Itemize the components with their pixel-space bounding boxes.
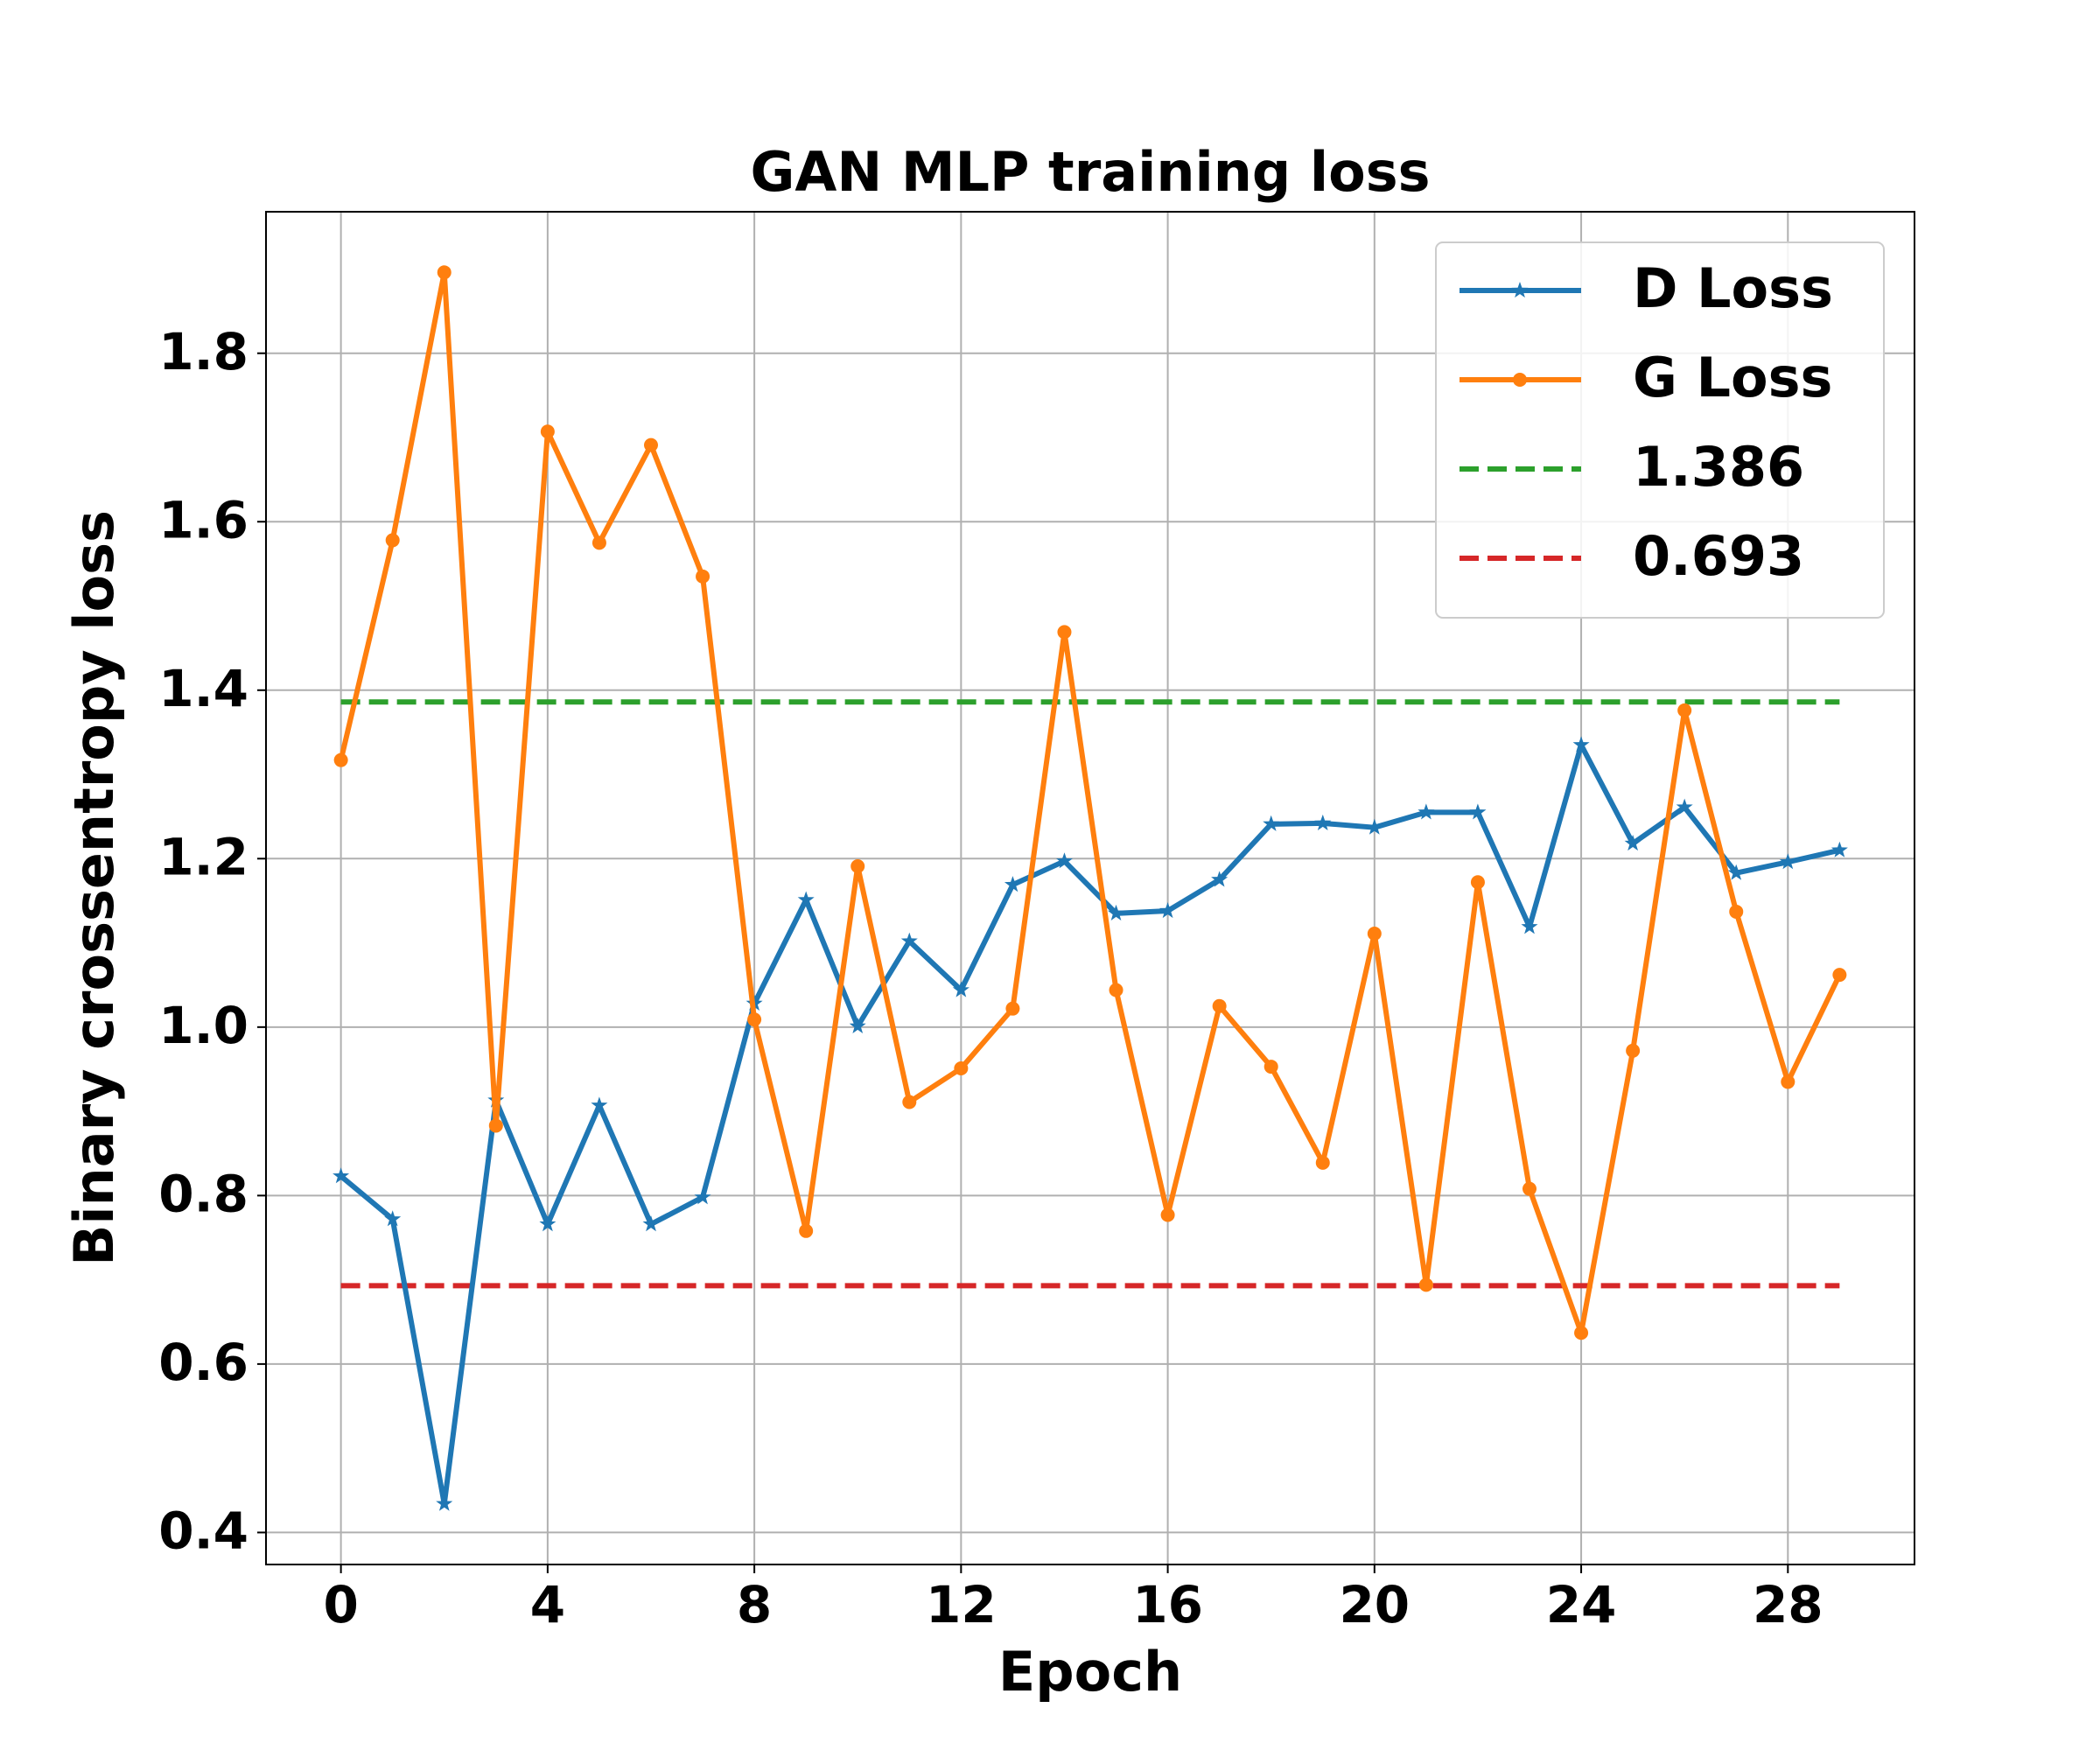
- legend-box: [1435, 242, 1885, 619]
- data-point: [850, 858, 865, 873]
- data-point: [849, 1017, 866, 1033]
- data-point: [952, 981, 970, 998]
- x-tick-label: 4: [530, 1575, 565, 1634]
- data-point: [900, 932, 918, 948]
- data-point: [1626, 1043, 1641, 1058]
- data-point: [1264, 1060, 1278, 1074]
- data-point: [385, 533, 400, 548]
- plot-frame: [265, 211, 1915, 1565]
- data-point: [642, 1215, 660, 1232]
- data-point: [1727, 864, 1745, 880]
- data-point: [1004, 876, 1021, 892]
- data-point: [1212, 998, 1227, 1013]
- data-point: [1676, 798, 1693, 815]
- data-point: [1109, 983, 1124, 998]
- data-point: [333, 752, 348, 767]
- data-point: [1522, 1181, 1537, 1196]
- legend-marker: [1513, 373, 1527, 387]
- y-tick-label: 1.8: [158, 322, 248, 382]
- data-point: [540, 424, 555, 439]
- legend-label: 1.386: [1633, 435, 1804, 499]
- data-point: [1574, 1326, 1589, 1340]
- y-tick-label: 1.4: [158, 659, 248, 718]
- data-point: [1160, 1208, 1175, 1222]
- legend-label: D Loss: [1633, 256, 1833, 320]
- data-point: [1781, 1074, 1796, 1089]
- data-point: [902, 1095, 917, 1110]
- data-point: [332, 1167, 350, 1184]
- data-point: [437, 265, 452, 280]
- y-axis-label: Binary crossentropy loss: [62, 510, 126, 1266]
- data-point: [954, 1061, 969, 1076]
- data-point: [1624, 835, 1642, 851]
- data-point: [797, 891, 815, 907]
- data-point: [1057, 625, 1072, 640]
- data-point: [1521, 918, 1538, 934]
- data-point: [488, 1118, 503, 1133]
- x-tick-label: 24: [1546, 1575, 1617, 1634]
- data-point: [643, 438, 658, 452]
- x-tick-label: 20: [1339, 1575, 1410, 1634]
- data-point: [1315, 1155, 1330, 1170]
- data-point: [1729, 904, 1744, 919]
- series-line: [338, 270, 1843, 1336]
- data-point: [592, 536, 606, 550]
- y-tick-label: 0.6: [158, 1333, 248, 1392]
- data-point: [1056, 852, 1073, 869]
- data-point: [1366, 818, 1383, 835]
- data-point: [1469, 803, 1487, 820]
- data-point: [1572, 736, 1590, 752]
- legend: D Loss G Loss 1.386 0.693: [1435, 242, 1885, 619]
- x-tick-label: 12: [926, 1575, 997, 1634]
- data-point: [1418, 1278, 1433, 1292]
- data-point: [1211, 871, 1228, 887]
- data-point: [747, 1012, 762, 1027]
- x-tick-label: 0: [323, 1575, 358, 1634]
- chart-title: GAN MLP training loss: [750, 140, 1430, 204]
- data-point: [1677, 703, 1692, 718]
- data-point: [1314, 814, 1332, 830]
- x-tick-label: 28: [1753, 1575, 1824, 1634]
- data-point: [1159, 902, 1177, 919]
- data-point: [1832, 968, 1847, 983]
- data-point: [384, 1210, 402, 1227]
- data-point: [1108, 904, 1124, 920]
- x-axis-label: Epoch: [998, 1640, 1182, 1704]
- y-tick-label: 1.6: [158, 490, 248, 550]
- data-point: [694, 1188, 711, 1205]
- legend-label: 0.693: [1633, 524, 1804, 588]
- data-point: [1367, 926, 1382, 941]
- y-tick-label: 0.4: [158, 1502, 248, 1561]
- data-point: [1779, 853, 1796, 870]
- legend-label: G Loss: [1633, 346, 1832, 410]
- data-point: [1005, 1001, 1020, 1016]
- data-point: [799, 1223, 814, 1238]
- y-tick-label: 1.2: [158, 827, 248, 886]
- series-line: [339, 742, 1841, 1507]
- data-point: [1263, 815, 1280, 831]
- data-point: [591, 1096, 608, 1113]
- x-tick-label: 8: [737, 1575, 772, 1634]
- data-point: [436, 1494, 453, 1511]
- data-point: [1418, 803, 1435, 820]
- data-point: [539, 1215, 556, 1232]
- y-tick-label: 0.8: [158, 1164, 248, 1223]
- data-point: [696, 569, 710, 584]
- x-tick-label: 16: [1132, 1575, 1203, 1634]
- legend-marker: [1511, 282, 1529, 298]
- data-point: [1830, 841, 1848, 858]
- y-tick-label: 1.0: [158, 996, 248, 1055]
- data-point: [1470, 875, 1485, 890]
